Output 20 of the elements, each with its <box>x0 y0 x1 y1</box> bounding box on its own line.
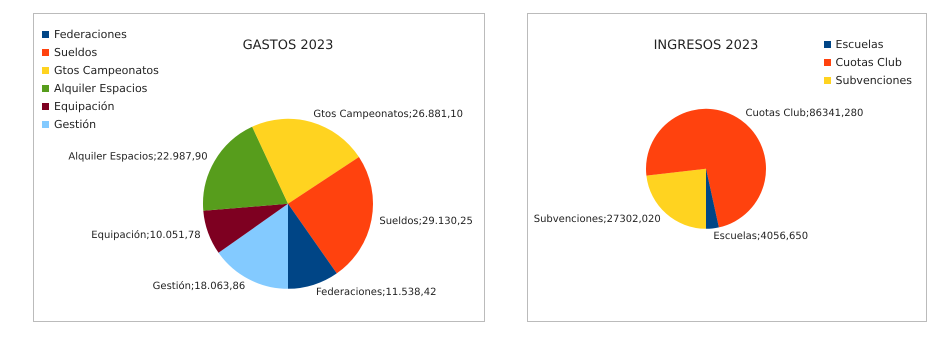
legend-label: Sueldos <box>53 45 98 61</box>
data-label: Subvenciones;27302,020 <box>534 214 661 226</box>
legend-label: Gtos Campeonatos <box>53 63 159 79</box>
legend-label: Gestión <box>53 117 98 133</box>
legend-label: Alquiler Espacios <box>53 81 148 97</box>
data-label: Federaciones;11.538,42 <box>316 287 436 298</box>
data-label: Escuelas;4056,650 <box>713 230 808 242</box>
data-label: Gestión;18.063,86 <box>152 280 246 292</box>
data-label: Equipación;10.051,78 <box>91 230 201 242</box>
legend-label: Subvenciones <box>834 73 912 89</box>
legend-label: Federaciones <box>53 27 128 43</box>
legend-label: Equipación <box>53 99 116 115</box>
text: GASTOS 2023 <box>242 38 334 54</box>
chart-title: INGRESOS 2023 <box>654 38 758 54</box>
data-label: Alquiler Espacios;22.987,90 <box>68 152 208 163</box>
data-label: Cuotas Club;86341,280 <box>746 108 864 120</box>
data-label: Gtos Campeonatos;26.881,10 <box>313 108 463 120</box>
data-label: Sueldos;29.130,25 <box>379 216 473 227</box>
legend-label: Escuelas <box>834 37 884 53</box>
legend-label: Cuotas Club <box>834 55 903 71</box>
